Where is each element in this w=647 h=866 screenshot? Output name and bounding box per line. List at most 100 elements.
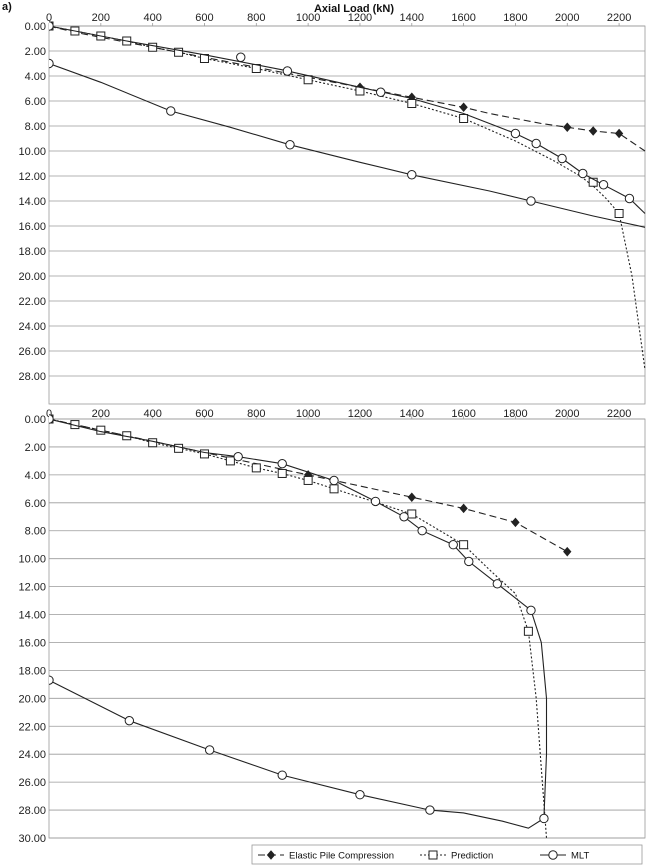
legend-label-mlt: MLT	[571, 851, 589, 862]
prediction-marker	[277, 468, 287, 478]
y-tick-label: 12.00	[18, 171, 46, 183]
x-tick-label: 2000	[555, 408, 579, 420]
y-tick-label: 28.00	[18, 805, 46, 817]
mlt-marker	[355, 790, 365, 800]
mlt-marker	[539, 813, 549, 824]
x-tick-label: 0	[46, 12, 52, 24]
mlt-marker	[531, 138, 541, 149]
prediction-marker	[96, 425, 106, 435]
elastic-pile-compression-marker	[589, 126, 598, 136]
mlt-marker	[49, 414, 54, 424]
mlt-marker	[233, 452, 243, 462]
y-tick-label: 30.00	[18, 833, 46, 845]
y-tick-label: 26.00	[18, 777, 46, 789]
x-tick-label: 0	[46, 408, 52, 420]
mlt-marker	[448, 540, 458, 550]
y-tick-label: 18.00	[18, 246, 46, 258]
y-tick-label: 28.00	[18, 371, 46, 383]
prediction-marker	[303, 75, 313, 85]
prediction-marker	[407, 509, 417, 519]
mlt-marker	[204, 745, 215, 755]
mlt-marker	[166, 106, 176, 116]
legend-label-prediction: Prediction	[451, 851, 493, 862]
y-tick-label: 24.00	[18, 321, 46, 333]
prediction-line	[49, 25, 646, 370]
y-tick-label: 0.00	[25, 414, 46, 426]
x-tick-label: 1600	[451, 12, 475, 24]
y-tick-label: 2.00	[25, 46, 46, 58]
y-tick-label: 18.00	[18, 665, 46, 677]
mlt-marker	[464, 556, 474, 567]
mlt-marker	[285, 140, 295, 150]
elastic-pile-compression-marker	[459, 102, 468, 113]
y-tick-label: 26.00	[18, 346, 46, 358]
y-tick-label: 24.00	[18, 749, 46, 761]
x-tick-label: 800	[247, 12, 265, 24]
prediction-marker	[407, 99, 417, 108]
prediction-marker	[303, 475, 313, 485]
series-layer	[49, 414, 572, 838]
prediction-marker	[523, 626, 533, 636]
mlt-marker	[329, 475, 339, 486]
mlt-marker	[557, 153, 567, 164]
y-tick-label: 6.00	[25, 96, 46, 108]
x-tick-label: 400	[143, 12, 161, 24]
plot-area	[48, 25, 646, 405]
x-tick-label: 2200	[607, 12, 631, 24]
x-tick-label: 200	[92, 12, 110, 24]
y-tick-label: 8.00	[25, 526, 46, 538]
elastic-pile-compression-marker	[563, 546, 572, 557]
y-tick-label: 0.00	[25, 21, 46, 33]
mlt-line	[49, 418, 548, 819]
mlt-marker	[578, 168, 588, 179]
y-tick-label: 16.00	[18, 637, 46, 649]
prediction-marker	[148, 438, 158, 448]
mlt-marker	[49, 21, 54, 31]
x-tick-label: 1000	[296, 408, 320, 420]
prediction-marker	[459, 540, 469, 550]
elastic-pile-compression-marker	[511, 517, 520, 528]
y-tick-label: 8.00	[25, 121, 46, 133]
prediction-marker	[148, 42, 158, 52]
mlt-marker	[417, 526, 427, 536]
legend-swatch-marker	[548, 850, 558, 860]
elastic-pile-compression-marker	[407, 492, 416, 502]
y-tick-label: 22.00	[18, 296, 46, 308]
mlt-marker	[425, 805, 435, 815]
series-layer	[49, 21, 646, 370]
mlt-marker	[370, 496, 381, 507]
mlt-unloading-line	[49, 679, 545, 829]
legend-swatch-marker	[266, 850, 276, 860]
x-tick-label: 200	[92, 408, 110, 420]
legend: Elastic Pile Compression Prediction MLT	[251, 844, 643, 865]
y-tick-label: 14.00	[18, 196, 46, 208]
y-tick-label: 14.00	[18, 610, 46, 622]
x-axis-title-top-chart: Axial Load (kN)	[314, 3, 394, 15]
x-tick-label: 1000	[296, 12, 320, 24]
x-tick-label: 400	[143, 408, 161, 420]
x-tick-label: 1400	[400, 408, 424, 420]
prediction-marker	[174, 47, 184, 57]
mlt-marker	[492, 579, 502, 589]
x-tick-label: 1200	[348, 408, 372, 420]
y-tick-label: 20.00	[18, 693, 46, 705]
prediction-marker	[459, 114, 469, 123]
mlt-marker	[49, 58, 54, 69]
y-tick-label: 10.00	[18, 554, 46, 566]
y-tick-label: 4.00	[25, 470, 46, 482]
y-tick-label: 12.00	[18, 582, 46, 594]
y-tick-label: 16.00	[18, 221, 46, 233]
mlt-marker	[526, 605, 536, 616]
x-tick-label: 1400	[400, 12, 424, 24]
mlt-marker	[510, 128, 521, 139]
x-tick-label: 800	[247, 408, 265, 420]
mlt-marker	[277, 770, 287, 780]
x-tick-label: 1800	[503, 408, 527, 420]
x-tick-label: 1200	[348, 12, 372, 24]
mlt-marker	[124, 715, 135, 726]
mlt-marker	[49, 675, 54, 685]
legend-swatch-marker	[428, 850, 438, 860]
mlt-marker	[277, 458, 287, 469]
legend-label-elastic: Elastic Pile Compression	[289, 851, 394, 862]
